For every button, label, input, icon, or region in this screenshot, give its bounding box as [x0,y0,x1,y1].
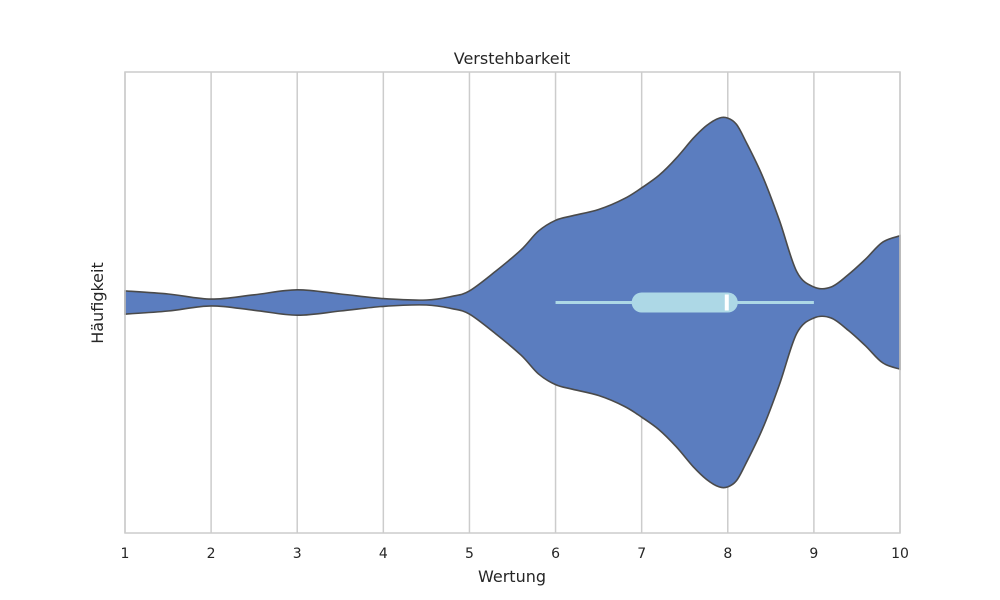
x-tick-label: 10 [891,546,909,562]
interquartile-box [631,292,738,313]
y-axis-label: Häufigkeit [88,262,107,343]
x-tick-label: 6 [551,546,560,562]
x-tick-label: 8 [723,546,732,562]
x-axis-label: Wertung [478,567,546,586]
x-tick-label: 1 [121,546,130,562]
plot-frame [124,71,901,534]
x-tick-label: 4 [379,546,388,562]
chart-title: Verstehbarkeit [454,49,571,68]
x-tick-label: 9 [809,546,818,562]
x-tick-label: 2 [207,546,216,562]
x-tick-label: 7 [637,546,646,562]
x-tick-label: 3 [293,546,302,562]
x-tick-labels: 1 2 3 4 5 6 7 8 9 10 [121,546,909,562]
x-tick-label: 5 [465,546,474,562]
